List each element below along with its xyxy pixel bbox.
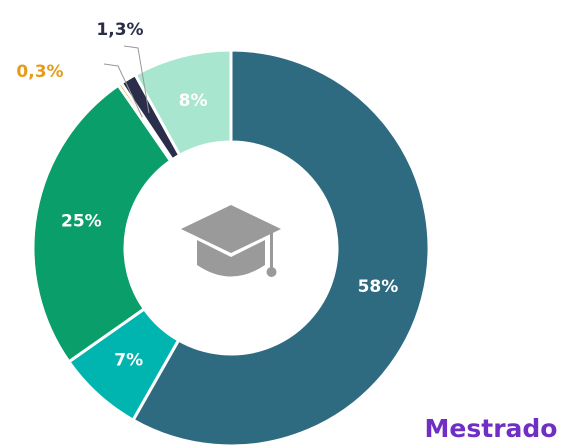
data-label: 1,3%	[96, 20, 143, 40]
data-label: 8%	[179, 91, 208, 111]
donut-slice	[131, 48, 431, 446]
leader-line	[123, 45, 150, 114]
graduation-cap-icon	[181, 205, 281, 277]
data-label: 0,3%	[16, 62, 63, 82]
data-label: 25%	[61, 211, 102, 231]
data-label: 58%	[358, 277, 399, 297]
leader-line	[103, 63, 143, 118]
chart-title: Mestrado	[425, 414, 558, 443]
donut-slice	[133, 48, 233, 158]
data-label: 7%	[114, 350, 143, 370]
donut-slice	[31, 83, 173, 364]
